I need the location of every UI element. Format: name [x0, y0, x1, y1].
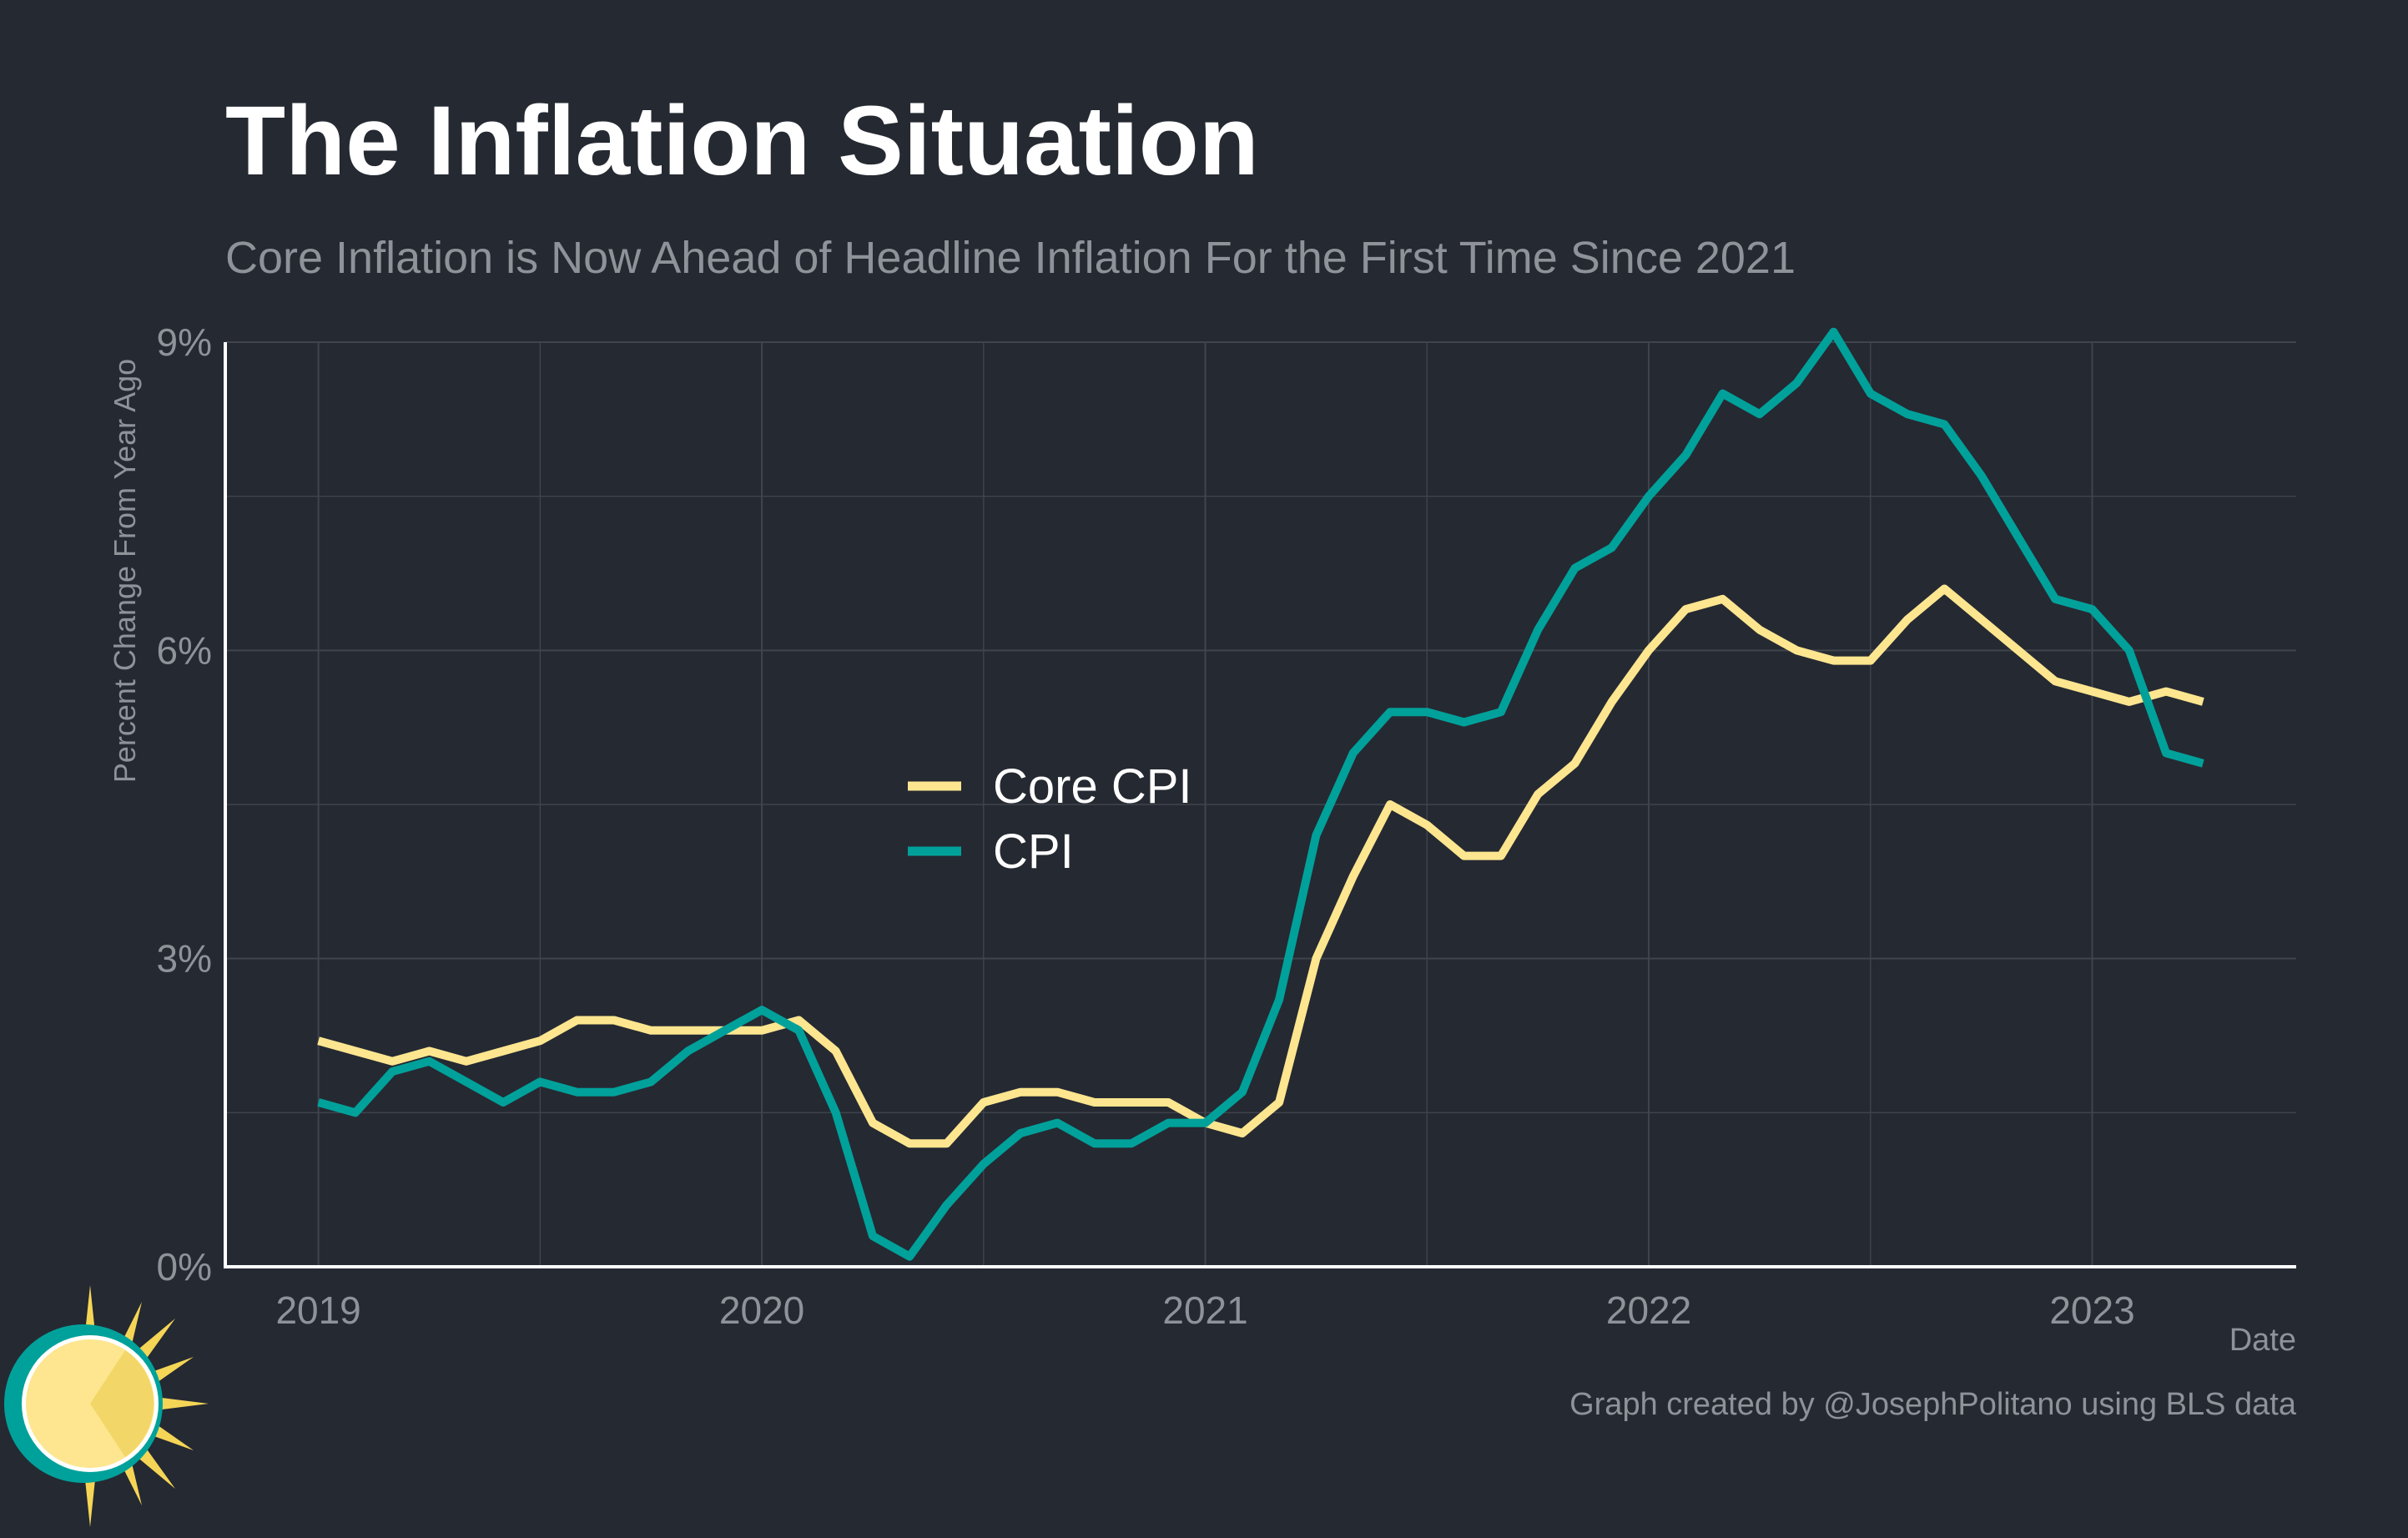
- chart-title: The Inflation Situation: [225, 86, 1259, 196]
- x-tick-label: 2022: [1606, 1288, 1691, 1332]
- x-tick-label: 2019: [275, 1288, 360, 1332]
- chart-subtitle: Core Inflation is Now Ahead of Headline …: [225, 233, 1796, 283]
- sun-logo-icon: [4, 1285, 209, 1527]
- y-axis-label: Percent Change From Year Ago: [108, 359, 142, 783]
- legend-label-core-cpi: Core CPI: [993, 759, 1192, 814]
- y-tick-label: 9%: [157, 320, 212, 364]
- legend-label-cpi: CPI: [993, 824, 1074, 879]
- x-axis-label: Date: [2229, 1323, 2296, 1358]
- x-tick-label: 2023: [2049, 1288, 2134, 1332]
- source-caption: Graph created by @JosephPolitano using B…: [1569, 1387, 2296, 1422]
- axes: 0% 3% 6% 9% 2019 2020 2021 2022 2023 Percent Chan…: [108, 320, 2296, 1358]
- series-line-core-cpi: [317, 584, 2204, 1148]
- series-line-cpi: [317, 327, 2204, 1261]
- y-tick-label: 6%: [157, 628, 212, 672]
- series-lines: [317, 327, 2204, 1261]
- legend: Core CPI CPI: [908, 759, 1192, 879]
- x-tick-label: 2020: [719, 1288, 804, 1332]
- y-tick-label: 3%: [157, 937, 212, 981]
- x-tick-label: 2021: [1162, 1288, 1247, 1332]
- y-tick-label: 0%: [157, 1245, 212, 1288]
